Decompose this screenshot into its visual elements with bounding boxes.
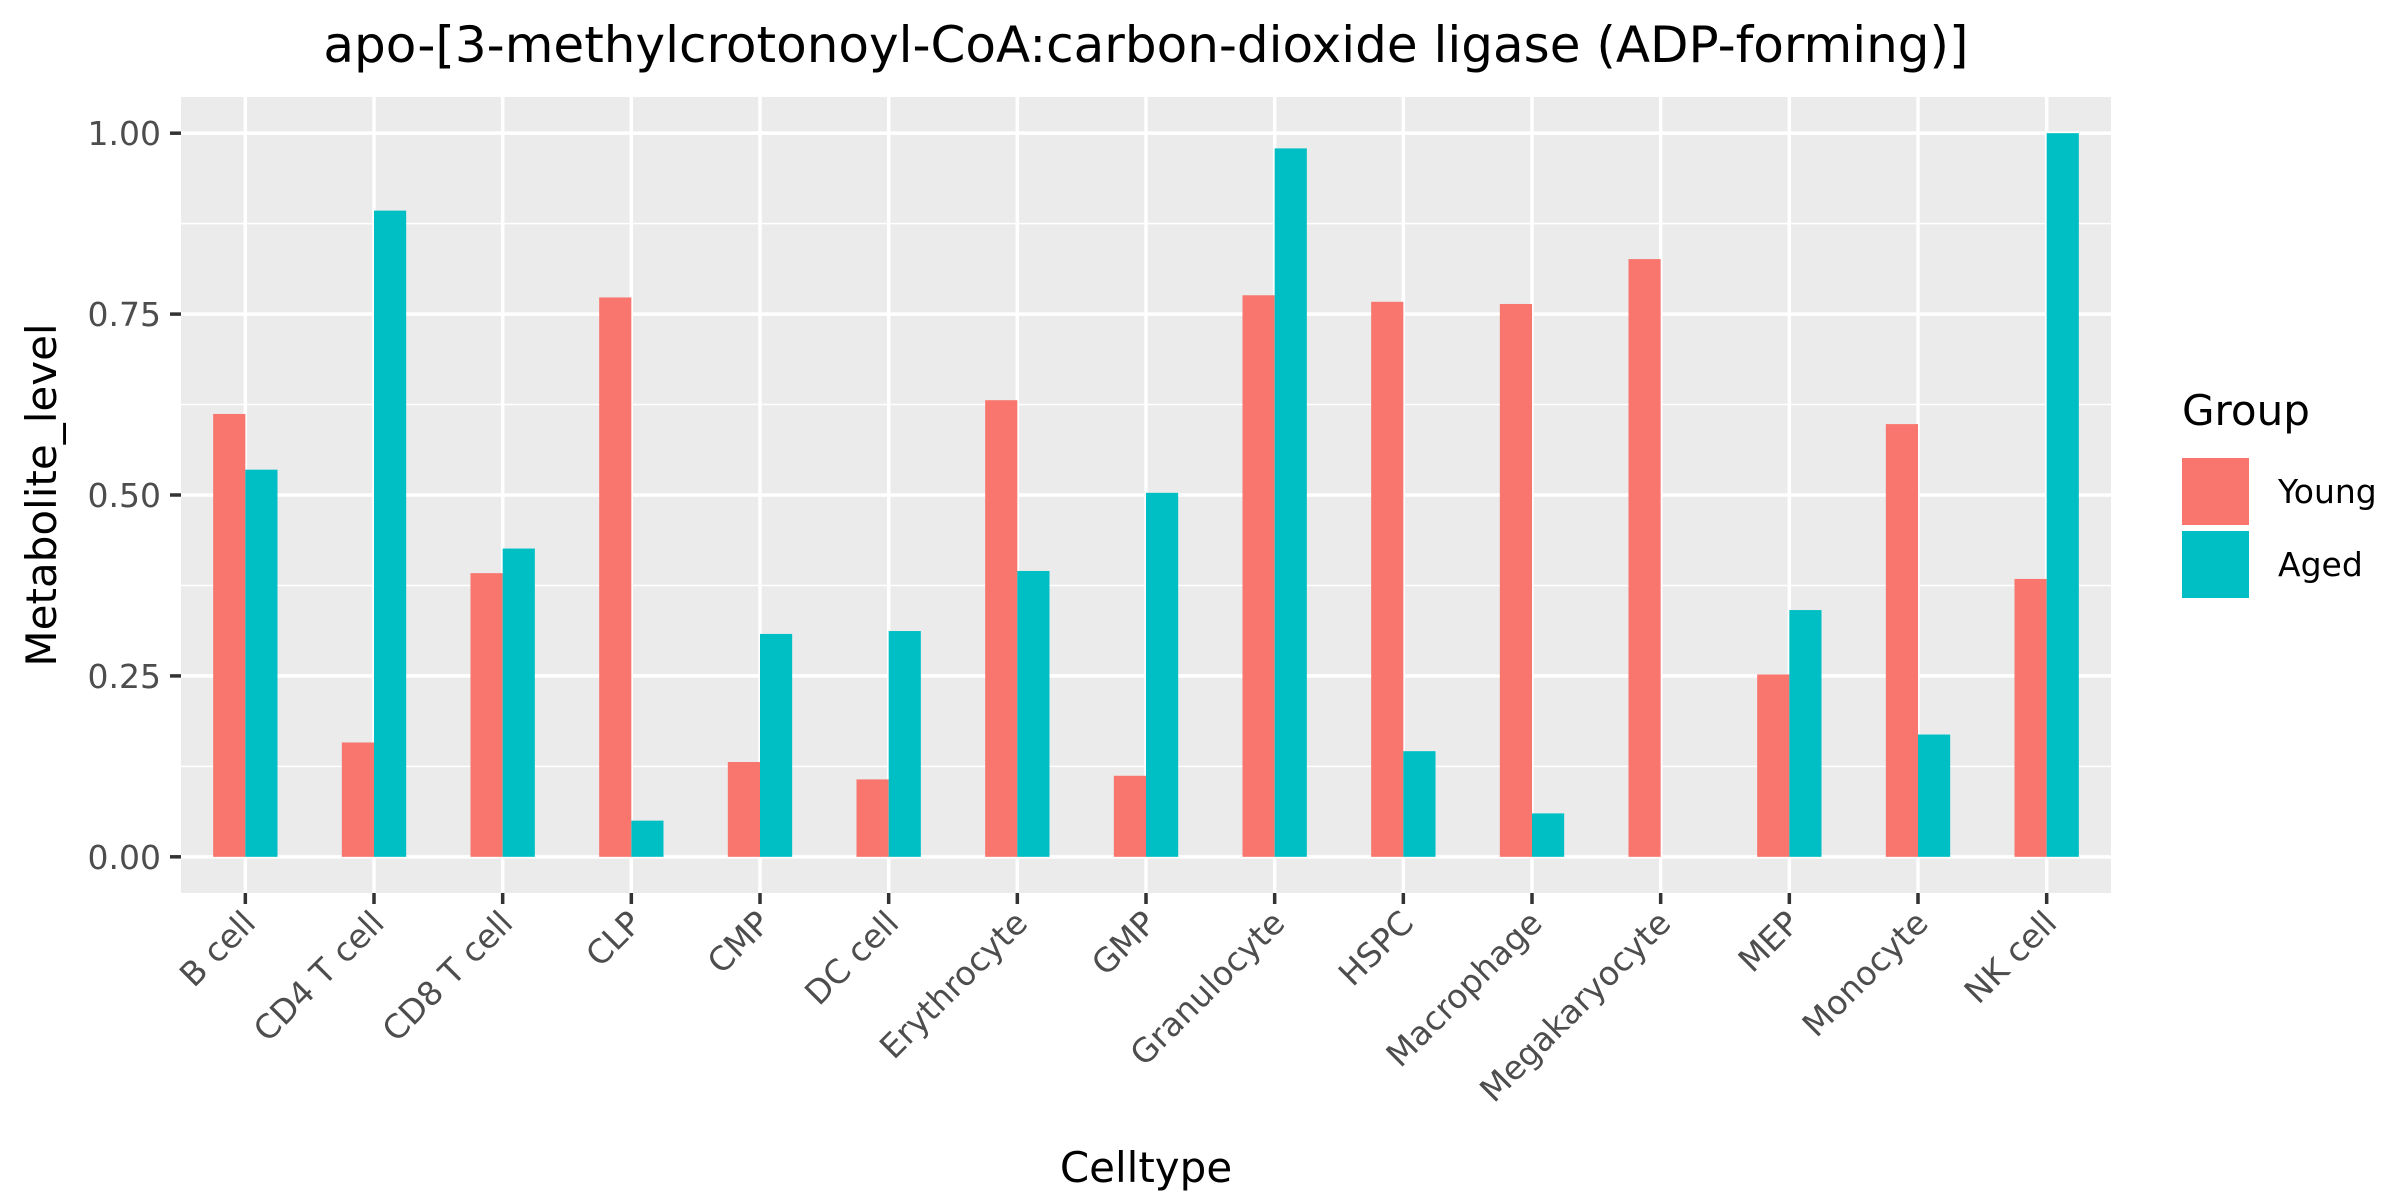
legend-key-young bbox=[2182, 458, 2249, 525]
bar-young-dc-cell bbox=[856, 779, 889, 857]
y-tick-label: 0.50 bbox=[88, 476, 161, 515]
bar-aged-b-cell bbox=[245, 469, 278, 857]
y-tick-label: 0.00 bbox=[88, 838, 161, 877]
bar-young-b-cell bbox=[213, 413, 246, 857]
x-tick-label: Monocyte bbox=[1794, 903, 1935, 1044]
y-tick-label: 1.00 bbox=[88, 114, 161, 153]
x-tick-label: NK cell bbox=[1956, 903, 2064, 1011]
bar-aged-macrophage bbox=[1532, 813, 1565, 857]
bar-aged-gmp bbox=[1146, 492, 1179, 857]
bar-young-cmp bbox=[727, 762, 760, 857]
x-tick-label: DC cell bbox=[797, 903, 906, 1012]
legend-items: Young Aged bbox=[2182, 458, 2377, 598]
bar-young-megakaryocyte bbox=[1628, 259, 1661, 857]
x-tick-label: CD8 T cell bbox=[374, 903, 520, 1049]
x-tick-label: B cell bbox=[172, 903, 263, 994]
bar-aged-dc-cell bbox=[888, 631, 921, 857]
bar-young-granulocyte bbox=[1242, 295, 1275, 857]
bar-aged-mep bbox=[1789, 610, 1822, 857]
y-axis-title: Metabolite_level bbox=[17, 323, 66, 666]
bar-young-cd4-t-cell bbox=[341, 742, 374, 857]
bar-young-macrophage bbox=[1499, 303, 1532, 857]
legend: Group Young Aged bbox=[2182, 386, 2377, 598]
bar-young-cd8-t-cell bbox=[470, 573, 503, 857]
bar-aged-cd8-t-cell bbox=[502, 548, 535, 857]
bar-aged-monocyte bbox=[1918, 734, 1951, 857]
bar-young-nk-cell bbox=[2014, 578, 2047, 857]
bar-young-monocyte bbox=[1885, 424, 1918, 857]
x-tick-label: CMP bbox=[700, 903, 778, 981]
legend-title: Group bbox=[2182, 386, 2310, 435]
x-axis-title: Celltype bbox=[1060, 1143, 1232, 1192]
bar-aged-cd4-t-cell bbox=[374, 210, 407, 857]
bar-aged-granulocyte bbox=[1274, 148, 1307, 857]
x-tick-label: MEP bbox=[1730, 903, 1807, 980]
bar-young-hspc bbox=[1371, 301, 1404, 857]
legend-label-young: Young bbox=[2277, 472, 2377, 511]
bar-young-erythrocyte bbox=[985, 400, 1018, 857]
bar-aged-hspc bbox=[1403, 751, 1436, 857]
bar-young-clp bbox=[599, 297, 632, 857]
x-tick-label: HSPC bbox=[1331, 903, 1421, 993]
legend-key-aged bbox=[2182, 531, 2249, 598]
bar-young-mep bbox=[1757, 674, 1790, 857]
bar-aged-erythrocyte bbox=[1017, 570, 1050, 857]
chart-title: apo-[3-methylcrotonoyl-CoA:carbon-dioxid… bbox=[323, 16, 1968, 74]
x-tick-label: CLP bbox=[578, 903, 649, 974]
legend-label-aged: Aged bbox=[2278, 545, 2363, 584]
x-tick-label: CD4 T cell bbox=[246, 903, 392, 1049]
x-tick-label: GMP bbox=[1084, 903, 1164, 983]
bar-young-gmp bbox=[1113, 775, 1146, 857]
bar-aged-clp bbox=[631, 820, 664, 857]
bar-aged-nk-cell bbox=[2046, 133, 2079, 857]
y-tick-label: 0.75 bbox=[88, 295, 161, 334]
bar-aged-cmp bbox=[760, 633, 793, 857]
bars bbox=[213, 133, 2079, 857]
y-tick-label: 0.25 bbox=[88, 657, 161, 696]
